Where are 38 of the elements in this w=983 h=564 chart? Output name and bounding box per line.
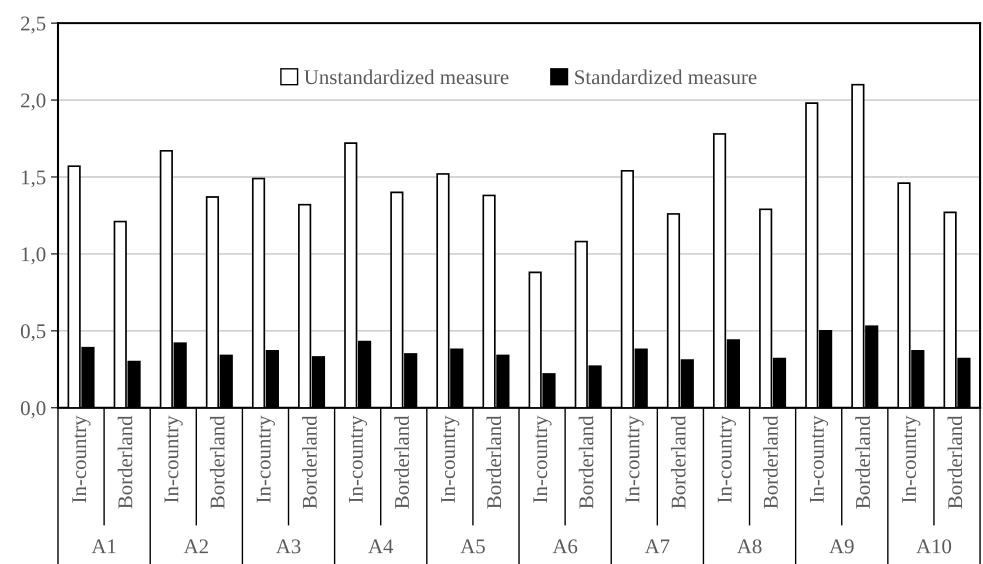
text: A9 (829, 539, 854, 554)
x-tick-label: In-country (626, 416, 644, 503)
legend-label: Unstandardized measure (304, 70, 508, 84)
x-tick-label: In-country (810, 416, 828, 503)
text: A5 (460, 539, 485, 554)
x-tick-label: Borderland (486, 416, 502, 509)
x-tick-label: Borderland (948, 416, 962, 509)
x-tick-label: In-country (256, 416, 275, 503)
text: A4 (368, 539, 394, 554)
text: A6 (552, 539, 578, 554)
y-tick-label: 1,5 (22, 170, 46, 188)
x-tick-label: Borderland (763, 416, 778, 509)
text: A3 (276, 539, 300, 554)
x-tick-label: Borderland (118, 416, 132, 509)
text: A8 (737, 539, 762, 554)
x-tick-label: In-country (164, 416, 183, 503)
x-tick-label: Borderland (210, 416, 225, 509)
x-tick-label: Borderland (394, 416, 409, 509)
y-tick-label: 0,5 (20, 324, 46, 342)
text: A2 (184, 539, 208, 554)
x-tick-label: In-country (348, 416, 368, 503)
y-tick-label: 1,0 (22, 247, 46, 264)
y-tick-label: 2,0 (21, 93, 46, 110)
x-tick-label: Borderland (670, 416, 686, 509)
x-tick-label: Borderland (578, 416, 594, 509)
x-tick-label: In-country (718, 416, 736, 503)
text: A1 (92, 539, 116, 554)
legend-label: Standardized measure (575, 70, 756, 84)
x-tick-label: In-country (533, 416, 552, 503)
x-tick-label: Borderland (302, 416, 317, 509)
x-tick-label: In-country (72, 416, 90, 503)
x-tick-label: In-country (902, 416, 920, 503)
x-tick-label: In-country (441, 416, 460, 503)
y-tick-label: 0,0 (20, 401, 46, 418)
y-tick-label: 2,5 (21, 16, 46, 34)
text: A10 (916, 539, 952, 554)
text: A7 (644, 539, 670, 554)
x-tick-label: Borderland (855, 416, 870, 509)
